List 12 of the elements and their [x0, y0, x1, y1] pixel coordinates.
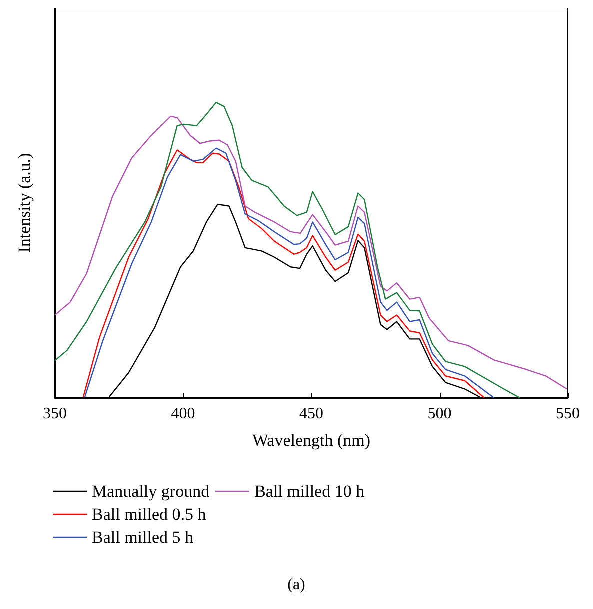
x-tick-label: 550 — [556, 406, 580, 422]
legend-label: Ball milled 10 h — [254, 482, 366, 501]
x-tick-label: 400 — [171, 406, 196, 422]
y-axis-title: Intensity (a.u.) — [15, 153, 34, 253]
x-tick-label: 500 — [428, 406, 452, 422]
x-tick-label: 350 — [43, 406, 67, 422]
legend-label: Manually ground — [92, 482, 210, 501]
legend-label: Ball milled 0.5 h — [92, 505, 207, 524]
x-tick-label: 450 — [300, 406, 324, 422]
text: (a) — [288, 576, 306, 594]
x-axis-title: Wavelength (nm) — [252, 431, 371, 450]
legend-label: Ball milled 5 h — [92, 528, 194, 547]
